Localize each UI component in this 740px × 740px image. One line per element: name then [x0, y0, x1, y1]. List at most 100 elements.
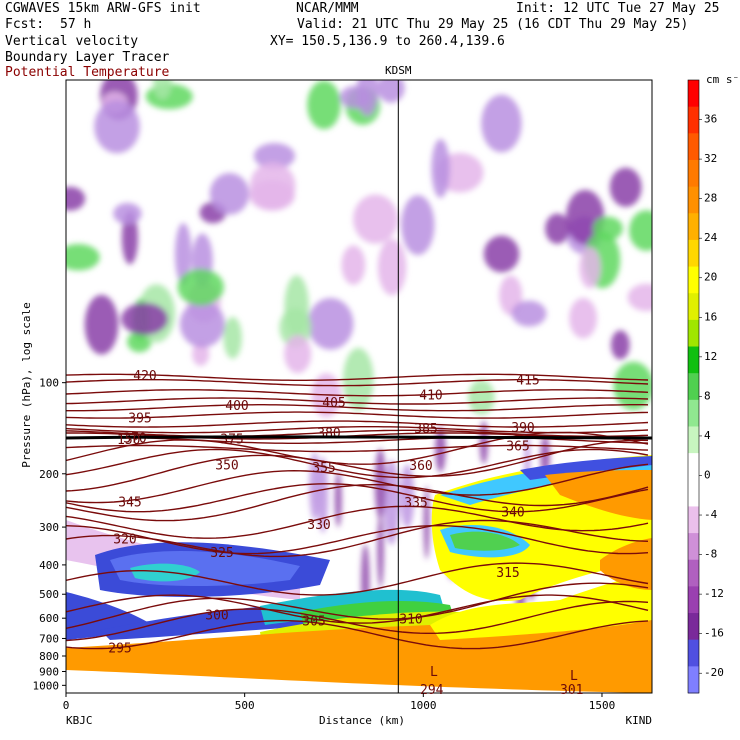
- field-boundary-layer-tracer: Boundary Layer Tracer: [5, 50, 170, 65]
- wave-blob: [121, 302, 168, 335]
- colorbar-segment: [688, 239, 699, 268]
- convective-plume: [383, 459, 400, 545]
- wave-blob: [113, 202, 142, 225]
- wave-blob: [377, 238, 407, 296]
- y-tick-label: 900: [39, 665, 59, 678]
- surface-label-2: 301: [560, 683, 583, 698]
- colorbar-tick-label: 4: [704, 429, 711, 442]
- theta-contour-label: 325: [210, 546, 233, 561]
- x-tick-label: 1500: [589, 699, 616, 712]
- theta-contour-label: 415: [516, 374, 539, 389]
- colorbar-tick-label: 8: [704, 389, 711, 402]
- station-marker-label: KDSM: [385, 64, 412, 77]
- y-tick-label: 100: [39, 377, 59, 390]
- theta-contour-label: 375: [220, 433, 243, 448]
- colorbar-segment: [688, 453, 699, 481]
- wave-blob: [341, 245, 366, 285]
- theta-contour-label: 370: [123, 432, 146, 447]
- colorbar-segment: [688, 559, 699, 587]
- tropopause-label: 150: [117, 433, 140, 448]
- theta-contour-label: 355: [312, 461, 335, 476]
- theta-contour-label: 335: [404, 496, 427, 511]
- theta-contour-label: 305: [302, 615, 325, 630]
- theta-contour-label: 350: [215, 458, 238, 473]
- wave-blob: [153, 80, 172, 100]
- field-vertical-velocity: Vertical velocity: [5, 34, 139, 49]
- colorbar-tick-label: 24: [704, 231, 718, 244]
- theta-contour-label: 315: [496, 566, 519, 581]
- convective-plume: [400, 464, 415, 529]
- theta-contour-label: 300: [205, 608, 228, 623]
- theta-contour-label: 410: [419, 389, 442, 404]
- theta-contour: [66, 463, 649, 504]
- wave-blob: [177, 268, 224, 306]
- wave-blob: [223, 316, 242, 359]
- wave-blob: [592, 216, 623, 241]
- surface-label-1: 294: [420, 683, 444, 698]
- theta-contour: [66, 594, 649, 624]
- theta-contour-label: 340: [501, 506, 524, 521]
- y-tick-label: 700: [39, 632, 59, 645]
- theta-contour: [66, 600, 649, 642]
- wave-blob: [401, 195, 435, 255]
- colorbar-segment: [688, 133, 699, 161]
- wave-blob: [610, 330, 630, 360]
- wave-blob: [174, 223, 192, 286]
- y-tick-label: 1000: [33, 679, 60, 692]
- colorbar-segment: [688, 159, 699, 188]
- theta-contour: [66, 411, 649, 419]
- convective-plume: [374, 448, 386, 519]
- theta-contour: [66, 389, 649, 397]
- theta-contour: [66, 524, 649, 555]
- x-end-label-left: KBJC: [66, 714, 93, 727]
- model-title: CGWAVES 15km ARW-GFS init: [5, 1, 201, 16]
- valid-time: Valid: 21 UTC Thu 29 May 25 (16 CDT Thu …: [297, 17, 689, 32]
- y-tick-label: 300: [39, 521, 59, 534]
- y-tick-label: 600: [39, 612, 59, 625]
- colorbar-tick-label: -20: [704, 666, 724, 679]
- theta-contour-label: 365: [506, 439, 529, 454]
- convective-plume: [334, 471, 342, 528]
- x-tick-label: 0: [63, 699, 70, 712]
- colorbar-segment: [688, 373, 699, 401]
- wave-blob: [284, 334, 312, 374]
- wave-blob: [66, 186, 86, 211]
- theta-contour: [66, 483, 649, 513]
- low-label-1: L: [430, 665, 438, 680]
- theta-contour: [66, 420, 649, 428]
- wave-blob: [431, 139, 450, 198]
- wave-blob: [353, 194, 398, 244]
- colorbar-segment: [688, 666, 699, 694]
- theta-contour: [66, 379, 649, 387]
- y-tick-label: 400: [39, 559, 59, 572]
- colorbar-segment: [688, 186, 699, 214]
- cross-section-coords: XY= 150.5,136.9 to 260.4,139.6: [270, 34, 505, 49]
- low-label-2: L: [570, 669, 578, 684]
- colorbar-segment: [688, 479, 699, 507]
- convective-plume: [423, 485, 430, 560]
- wave-blob: [627, 283, 652, 312]
- theta-contour-label: 380: [317, 427, 340, 442]
- theta-contour-label: 295: [108, 641, 131, 656]
- colorbar-tick-label: 36: [704, 113, 717, 126]
- wave-blob: [545, 213, 570, 244]
- theta-contour-label: 360: [409, 459, 432, 474]
- theta-contour: [66, 562, 649, 596]
- colorbar-tick-label: 32: [704, 152, 717, 165]
- theta-contour-label: 405: [322, 396, 345, 411]
- init-time: Init: 12 UTC Tue 27 May 25: [516, 1, 720, 16]
- wave-blob: [66, 244, 100, 271]
- theta-contour: [66, 582, 649, 629]
- org-label: NCAR/MMM: [296, 1, 359, 16]
- forecast-label: Fcst:: [5, 17, 45, 32]
- wave-blob: [84, 294, 119, 355]
- colorbar-segment: [688, 106, 699, 134]
- colorbar-tick-label: -12: [704, 587, 724, 600]
- wave-blob: [629, 210, 652, 251]
- wave-blob: [94, 100, 140, 154]
- theta-contour: [66, 373, 649, 381]
- x-axis-label: Distance (km): [319, 714, 405, 727]
- colorbar-segment: [688, 533, 699, 561]
- colorbar-tick-label: 12: [704, 350, 717, 363]
